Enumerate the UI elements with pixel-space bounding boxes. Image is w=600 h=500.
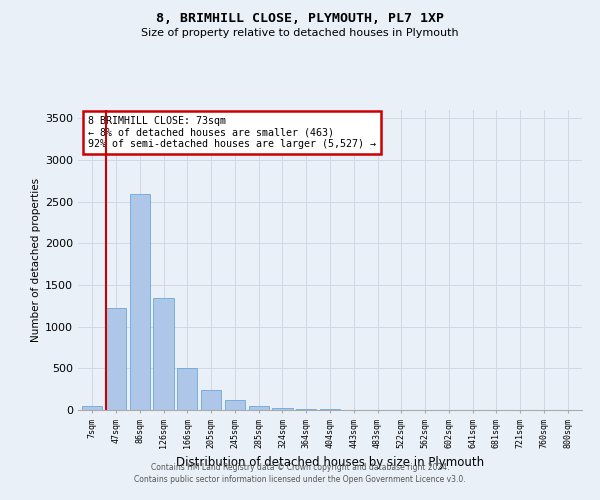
Bar xyxy=(225,400,245,410)
Text: Contains public sector information licensed under the Open Government Licence v3: Contains public sector information licen… xyxy=(134,474,466,484)
Y-axis label: Number of detached properties: Number of detached properties xyxy=(31,178,41,342)
Text: Contains HM Land Registry data © Crown copyright and database right 2024.: Contains HM Land Registry data © Crown c… xyxy=(151,464,449,472)
Bar xyxy=(296,409,316,410)
Bar xyxy=(272,408,293,410)
Bar xyxy=(320,409,340,410)
Bar xyxy=(154,298,173,410)
Bar xyxy=(248,406,269,410)
X-axis label: Distribution of detached houses by size in Plymouth: Distribution of detached houses by size … xyxy=(176,456,484,469)
Text: 8, BRIMHILL CLOSE, PLYMOUTH, PL7 1XP: 8, BRIMHILL CLOSE, PLYMOUTH, PL7 1XP xyxy=(156,12,444,26)
Bar xyxy=(106,308,126,410)
Text: 8 BRIMHILL CLOSE: 73sqm
← 8% of detached houses are smaller (463)
92% of semi-de: 8 BRIMHILL CLOSE: 73sqm ← 8% of detached… xyxy=(88,116,376,149)
Bar xyxy=(177,368,197,410)
Bar xyxy=(201,390,221,410)
Bar xyxy=(82,406,103,410)
Text: Size of property relative to detached houses in Plymouth: Size of property relative to detached ho… xyxy=(141,28,459,38)
Bar xyxy=(130,194,150,410)
